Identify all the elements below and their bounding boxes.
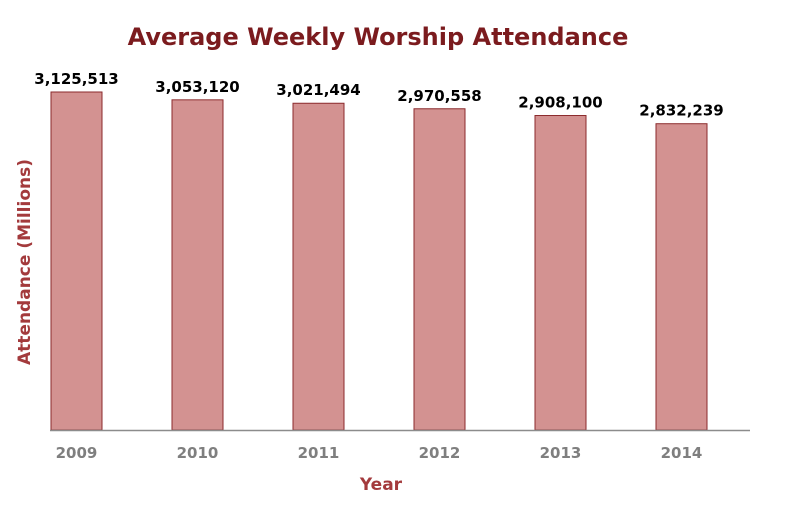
data-label-2009: 3,125,513 [34,70,118,88]
bar-2010 [171,99,224,431]
x-tick-2012: 2012 [419,444,461,462]
x-tick-2010: 2010 [177,444,219,462]
x-axis-label: Year [359,475,403,495]
x-tick-2013: 2013 [540,444,582,462]
bar-2012 [413,108,466,431]
bar-2013 [534,115,587,431]
bar-2011 [292,102,345,431]
y-axis-label: Attendance (Millions) [15,159,35,365]
data-label-2011: 3,021,494 [276,81,360,99]
x-tick-2011: 2011 [298,444,340,462]
x-tick-2014: 2014 [661,444,703,462]
bar-2014 [655,123,708,431]
data-label-2012: 2,970,558 [397,87,481,105]
x-tick-2009: 2009 [56,444,98,462]
data-label-2010: 3,053,120 [155,78,239,96]
chart-title: Average Weekly Worship Attendance [128,23,629,51]
data-label-2014: 2,832,239 [639,102,723,120]
data-label-2013: 2,908,100 [518,94,602,112]
bar-2009 [50,91,103,431]
